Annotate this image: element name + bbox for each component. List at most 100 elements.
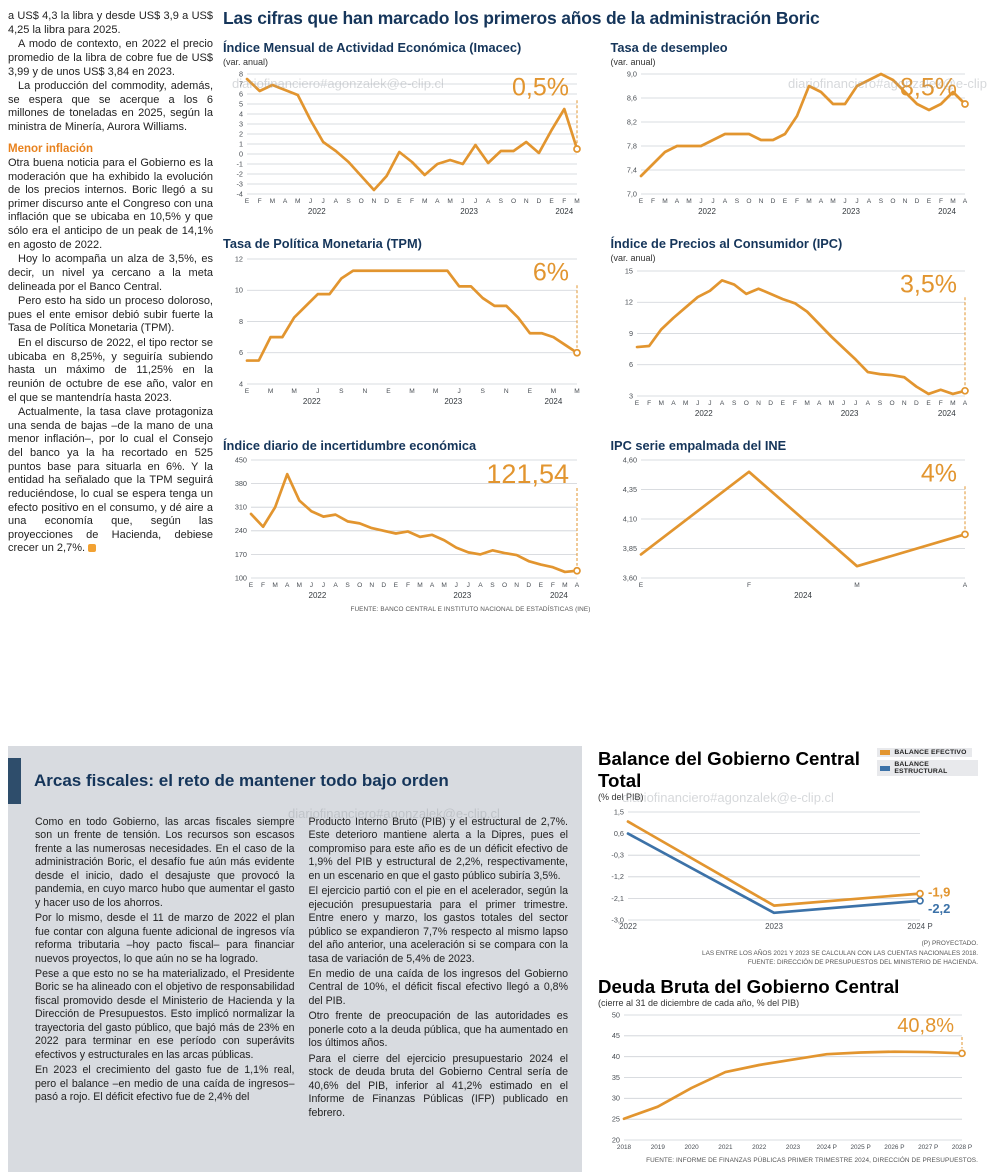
svg-text:2020: 2020 <box>684 1144 699 1151</box>
chart-note: LAS ENTRE LOS AÑOS 2021 Y 2023 SE CALCUL… <box>702 949 978 957</box>
svg-text:A: A <box>283 198 288 205</box>
svg-text:0,5%: 0,5% <box>512 73 569 101</box>
svg-text:J: J <box>696 400 699 407</box>
svg-text:M: M <box>422 198 428 205</box>
chart-subtitle: (% del PIB) <box>598 792 644 802</box>
chart-title: Índice de Precios al Consumidor (IPC) <box>610 236 843 252</box>
tpm-line-plot: 12 10 8 6 4 E M M J S N E M M J S N E M M 2022 2023 2024 6% <box>223 253 591 411</box>
svg-text:4,60: 4,60 <box>622 456 636 465</box>
svg-text:M: M <box>272 582 278 589</box>
page-title: Las cifras que han marcado los primeros … <box>223 8 820 28</box>
svg-text:2024: 2024 <box>937 409 955 418</box>
imacec-chart: Índice Mensual de Actividad Económica (I… <box>223 40 591 221</box>
svg-text:2024: 2024 <box>794 591 812 600</box>
svg-text:M: M <box>409 388 415 395</box>
chart-title: Tasa de desempleo <box>610 40 728 55</box>
svg-text:J: J <box>322 198 325 205</box>
unemployment-line-plot: 9,0 8,6 8,2 7,8 7,4 7,0 E F M A M J J A S O N D E F M A M J J A S O… <box>611 69 979 221</box>
svg-text:-2,2: -2,2 <box>928 901 950 916</box>
svg-text:M: M <box>804 400 810 407</box>
svg-text:N: N <box>362 388 367 395</box>
svg-text:2022: 2022 <box>694 409 712 418</box>
svg-text:7: 7 <box>239 79 243 88</box>
fiscal-paragraph: En medio de una caída de los ingresos de… <box>308 967 569 1007</box>
chart-head: Balance del Gobierno Central Total (% de… <box>598 748 978 804</box>
svg-text:M: M <box>658 400 664 407</box>
svg-text:2024 P: 2024 P <box>907 922 932 931</box>
svg-text:M: M <box>295 198 301 205</box>
svg-text:F: F <box>650 198 654 205</box>
svg-text:2022: 2022 <box>309 591 327 600</box>
svg-text:M: M <box>854 582 860 589</box>
article-paragraph: Actualmente, la tasa clave protagoniza u… <box>8 406 213 556</box>
chart-title: Deuda Bruta del Gobierno Central <box>598 975 900 997</box>
svg-text:D: D <box>770 198 775 205</box>
svg-text:4,10: 4,10 <box>622 515 636 524</box>
svg-text:-2: -2 <box>237 169 244 178</box>
svg-text:A: A <box>333 582 338 589</box>
svg-text:A: A <box>719 400 724 407</box>
svg-text:3,85: 3,85 <box>622 544 636 553</box>
svg-text:-3: -3 <box>237 179 244 188</box>
svg-text:40,8%: 40,8% <box>897 1015 954 1037</box>
svg-text:N: N <box>756 400 761 407</box>
tpm-chart: Tasa de Política Monetaria (TPM) 12 10 8 6 4… <box>223 236 591 423</box>
legend-label: BALANCE EFECTIVO <box>894 749 967 756</box>
svg-text:J: J <box>455 582 458 589</box>
svg-text:4,35: 4,35 <box>622 485 636 494</box>
svg-text:O: O <box>357 582 362 589</box>
svg-text:E: E <box>539 582 544 589</box>
svg-text:35: 35 <box>612 1073 620 1082</box>
gross-debt-chart: Deuda Bruta del Gobierno Central (cierre… <box>598 976 978 1164</box>
chart-title: Balance del Gobierno Central Total <box>598 748 860 791</box>
svg-text:O: O <box>511 198 516 205</box>
svg-text:F: F <box>746 582 750 589</box>
article-paragraph-text: Actualmente, la tasa clave protagoniza u… <box>8 406 213 555</box>
unemployment-chart: Tasa de desempleo (var. anual) 9,0 8,6 8,2… <box>610 40 979 221</box>
svg-text:N: N <box>369 582 374 589</box>
svg-text:J: J <box>322 582 325 589</box>
svg-text:5: 5 <box>239 99 243 108</box>
gross-debt-line-plot: 50 45 40 35 30 25 20 2018 2019 2020 2021 2022 2023 20… <box>598 1010 978 1156</box>
svg-text:D: D <box>914 198 919 205</box>
svg-text:M: M <box>551 388 557 395</box>
svg-text:J: J <box>841 400 844 407</box>
newspaper-page: a US$ 4,3 la libra y desde US$ 3,9 a US$… <box>8 8 988 1172</box>
svg-text:N: N <box>902 198 907 205</box>
svg-text:A: A <box>962 400 967 407</box>
svg-text:S: S <box>878 198 883 205</box>
svg-text:E: E <box>926 400 931 407</box>
chart-note: (P) PROYECTADO. <box>921 940 978 947</box>
svg-text:0: 0 <box>239 149 243 158</box>
svg-text:8: 8 <box>239 317 243 326</box>
svg-text:9,0: 9,0 <box>626 69 636 78</box>
chart-title: Tasa de Política Monetaria (TPM) <box>223 236 422 252</box>
svg-text:310: 310 <box>235 503 247 512</box>
svg-text:2022: 2022 <box>752 1144 767 1151</box>
svg-text:S: S <box>490 582 495 589</box>
svg-text:A: A <box>818 198 823 205</box>
svg-text:D: D <box>384 198 389 205</box>
svg-text:J: J <box>310 582 313 589</box>
svg-text:F: F <box>551 582 555 589</box>
svg-text:M: M <box>682 400 688 407</box>
svg-text:M: M <box>291 388 297 395</box>
article-paragraph: a US$ 4,3 la libra y desde US$ 3,9 a US$… <box>8 10 213 36</box>
svg-text:D: D <box>537 198 542 205</box>
svg-text:2022: 2022 <box>308 207 326 216</box>
svg-text:3: 3 <box>239 119 243 128</box>
svg-text:2023: 2023 <box>453 591 471 600</box>
svg-text:3: 3 <box>628 392 632 401</box>
ipc-ine-chart: IPC serie empalmada del INE 4,60 4,35 4,10… <box>611 439 979 613</box>
svg-text:2022: 2022 <box>303 397 321 406</box>
fiscal-title-row: Arcas fiscales: el reto de mantener todo… <box>8 758 568 804</box>
article-paragraph: En el discurso de 2022, el tipo rector s… <box>8 337 213 404</box>
svg-text:7,4: 7,4 <box>626 165 636 174</box>
fiscal-paragraph: Por lo mismo, desde el 11 de marzo de 20… <box>35 912 295 965</box>
svg-text:8,5%: 8,5% <box>900 73 957 101</box>
svg-text:M: M <box>574 388 580 395</box>
svg-text:A: A <box>865 400 870 407</box>
end-of-article-icon <box>88 544 97 553</box>
svg-text:N: N <box>758 198 763 205</box>
svg-text:A: A <box>722 198 727 205</box>
